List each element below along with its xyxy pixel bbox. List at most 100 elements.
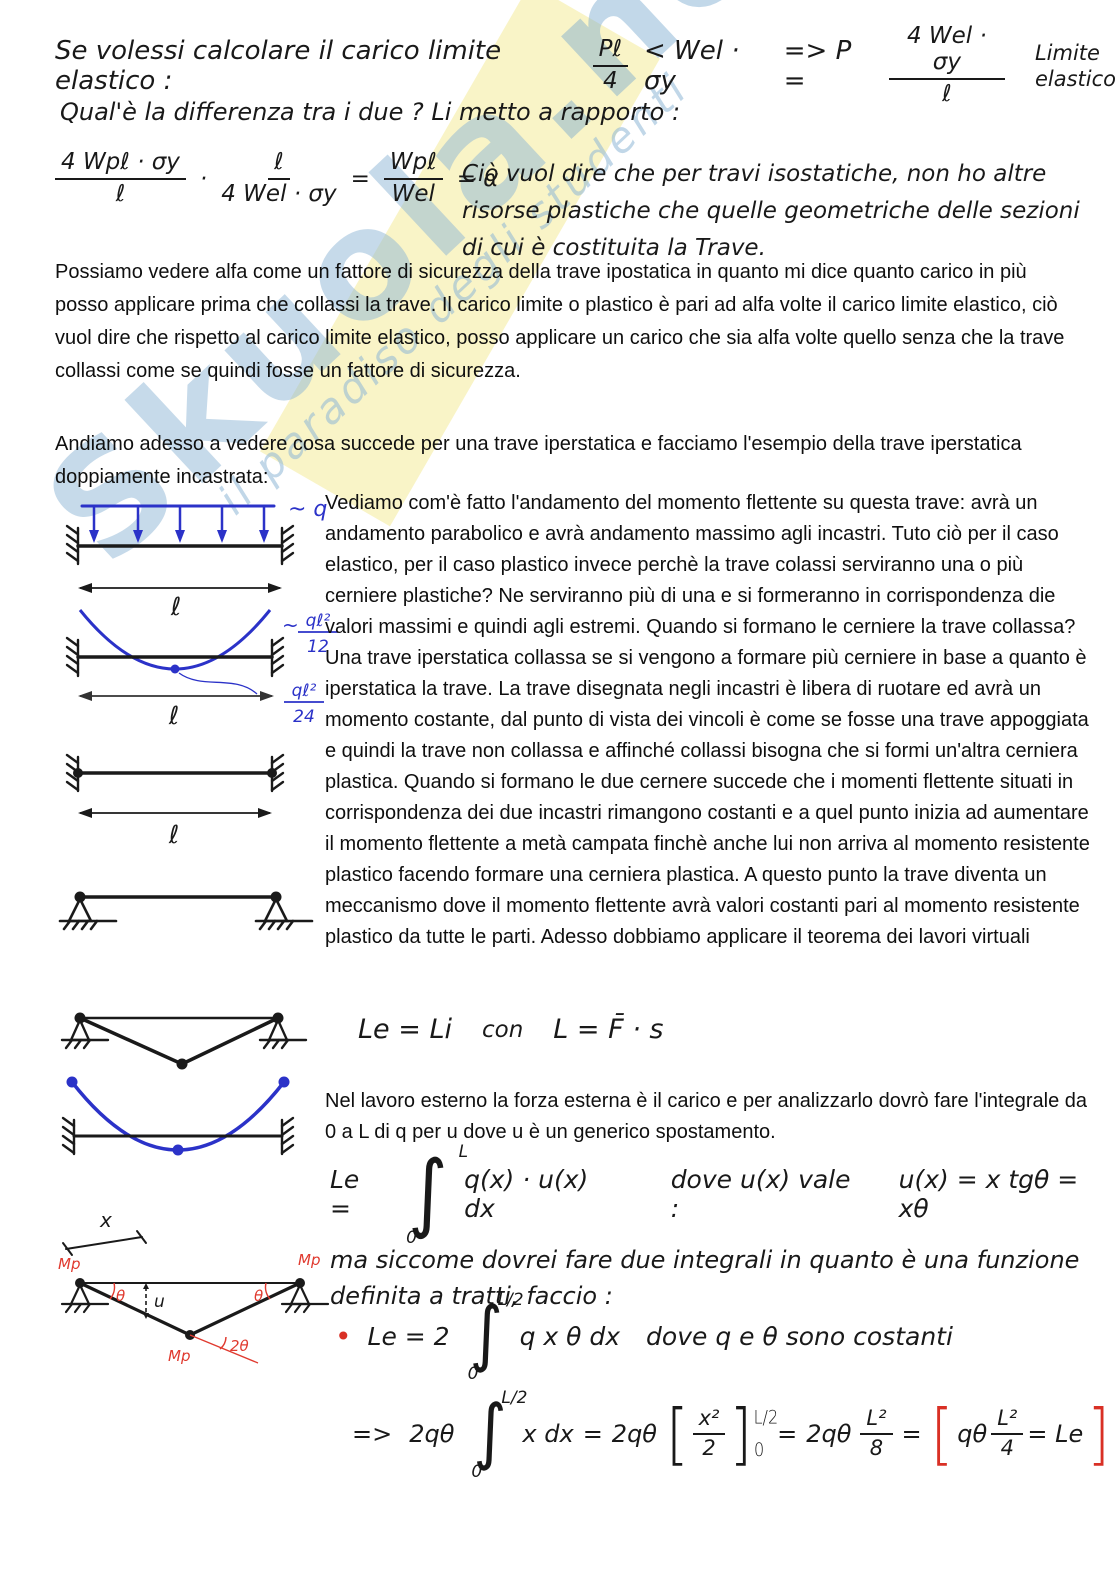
lower-limit: 0 <box>471 1462 483 1482</box>
pin-support-left <box>58 896 118 931</box>
fraction-l2-8: L² 8 <box>860 1407 893 1460</box>
fixed-support-left <box>65 636 80 678</box>
equals: = <box>777 1420 798 1448</box>
parabola-end-right <box>278 1076 290 1088</box>
fraction-numerator: x² <box>692 1407 726 1435</box>
final-derivation: => 2qθ ∫ L/2 0 x dx = 2qθ [ x² 2 ] L/2 0 =… <box>352 1388 1110 1482</box>
fraction-denominator: 8 <box>869 1436 884 1460</box>
fraction-denominator: Wel <box>391 180 435 207</box>
moment-label-midspan: qℓ² 24 <box>284 681 324 727</box>
evaluated-bracket: [ x² 2 ] L/2 0 <box>666 1401 778 1468</box>
x-label: x <box>99 1208 112 1232</box>
fraction-numerator: L² <box>991 1407 1024 1435</box>
result-equals-le: = Le <box>1027 1420 1084 1448</box>
coef: 2qθ <box>806 1420 852 1448</box>
handwritten-question: Qual'è la differenza tra i due ? Li mett… <box>60 98 681 126</box>
coef: 2qθ <box>409 1420 455 1448</box>
result-coef: qθ <box>957 1420 988 1448</box>
udl-load <box>80 504 276 534</box>
length-dimension: ℓ <box>78 808 272 849</box>
fraction-x2-2: x² 2 <box>692 1407 726 1460</box>
diagram-moment-elastic: ~ qℓ² 12 qℓ² 24 ℓ <box>65 609 338 730</box>
paragraph-hyperstatic-intro: Andiamo adesso a vedere cosa succede per… <box>55 433 1022 488</box>
mechanism-bars <box>78 1016 280 1066</box>
u-displacement: u <box>143 1283 165 1319</box>
upper-limit: L <box>458 1142 469 1162</box>
moment-label-support: ~ qℓ² 12 <box>282 611 338 657</box>
pin-support-left <box>60 1282 110 1314</box>
plastic-hinge-mid <box>176 1058 188 1070</box>
diagram-beam-hinged-ends: ℓ <box>65 753 285 849</box>
l-equals-fs: L = F̄ · s <box>553 1014 664 1045</box>
length-label: ℓ <box>170 592 181 621</box>
fraction-l2-4: L² 4 <box>991 1407 1024 1460</box>
ux-definition: u(x) = x tgθ = xθ <box>898 1165 1079 1223</box>
fraction-numerator: Wpℓ <box>383 149 443 180</box>
implies-arrow: => <box>352 1420 393 1448</box>
fixed-support-left <box>65 753 80 793</box>
fraction-denominator: 4 <box>1000 1436 1014 1460</box>
diagram-beam-udl: ~ q ℓ <box>65 497 327 621</box>
fraction-numerator: ℓ <box>268 149 290 180</box>
fraction-result: Wpℓ Wel <box>383 149 443 208</box>
midspan-point <box>170 664 180 674</box>
fraction-numerator: qℓ² <box>306 611 331 631</box>
parabola-end-left <box>66 1076 78 1088</box>
integrand: q x θ dx <box>519 1321 621 1351</box>
two-theta-label: 2θ <box>230 1337 249 1355</box>
theta-right: θ <box>254 1287 263 1305</box>
fixed-support-right <box>270 636 285 678</box>
red-bullet: • <box>335 1319 352 1353</box>
paragraph-moment-discussion: Vediamo com'è fatto l'andamento del mome… <box>325 492 1090 948</box>
con-word: con <box>482 1016 524 1043</box>
moment-parabola <box>78 609 272 671</box>
ma-siccome-note: ma siccome dovrei fare due integrali in … <box>330 1246 1080 1310</box>
comparison: < Wel · σy <box>644 35 740 96</box>
le-lhs: Le = <box>330 1165 360 1223</box>
implies: => P = <box>783 35 852 96</box>
mp-label-left: Mp <box>58 1255 80 1273</box>
fraction-numerator: 4 Wpℓ · σy <box>55 149 186 180</box>
fraction-denominator: 4 <box>602 67 618 94</box>
fraction-numerator: 4 Wel · σy <box>888 23 1005 80</box>
moment-parabola <box>70 1080 286 1152</box>
load-label: ~ q <box>288 497 327 522</box>
limite-line2: elastico <box>1034 66 1116 91</box>
diagram-mechanism <box>60 1012 308 1070</box>
u-label: u <box>154 1292 165 1312</box>
paragraph-external-work: Nel lavoro esterno la forza esterna è il… <box>325 1090 1087 1143</box>
pin-support-left <box>60 1017 110 1050</box>
pin-support-right <box>280 1282 330 1314</box>
fraction-4wel: 4 Wel · σy ℓ <box>888 23 1005 107</box>
red-bracket-left: [ <box>930 1394 954 1474</box>
limite-line1: Limite <box>1034 40 1100 65</box>
le-lhs: Le = 2 <box>367 1321 450 1351</box>
bullet-integral-formula: • Le = 2 ∫ L/2 0 q x θ dx dove q e θ son… <box>335 1290 953 1384</box>
fixed-support-left <box>65 524 80 566</box>
upper-limit: L/2 <box>501 1388 528 1408</box>
mechanism-bars <box>78 1281 302 1337</box>
result-box: [ qθ L² 4 = Le ] <box>931 1401 1110 1468</box>
fixed-support-right <box>280 524 295 566</box>
dove-note: dove u(x) vale : <box>670 1165 851 1223</box>
limite-elastico-note: Limite elastico <box>1035 40 1116 92</box>
fraction-denominator: 4 Wel · σy <box>221 180 337 207</box>
pin-support-right <box>258 1017 308 1050</box>
x-dimension <box>62 1230 147 1256</box>
diagram-virtual-work: x u Mp Mp Mp θ <box>58 1208 330 1365</box>
lower-limit: 0 <box>467 1364 479 1384</box>
diagram-column: ~ q ℓ <box>50 490 360 1390</box>
pointer-squiggle <box>178 672 258 695</box>
integrand: x dx <box>522 1420 574 1448</box>
multiply-dot: · <box>199 165 208 192</box>
pin-support-right <box>254 896 314 931</box>
intro-text: Se volessi calcolare il carico limite el… <box>55 35 502 96</box>
fraction-denominator: 12 <box>307 637 329 657</box>
red-annotations: Mp Mp Mp θ θ 2θ <box>58 1251 320 1365</box>
ratio-formula: 4 Wpℓ · σy ℓ · ℓ 4 Wel · σy = Wpℓ Wel = … <box>55 149 498 208</box>
fraction-wpl: 4 Wpℓ · σy ℓ <box>55 149 186 208</box>
theta-left: θ <box>116 1287 125 1305</box>
fraction-denominator: ℓ <box>115 180 126 207</box>
equals: = <box>350 165 370 192</box>
fraction-inverse: ℓ 4 Wel · σy <box>221 149 337 208</box>
